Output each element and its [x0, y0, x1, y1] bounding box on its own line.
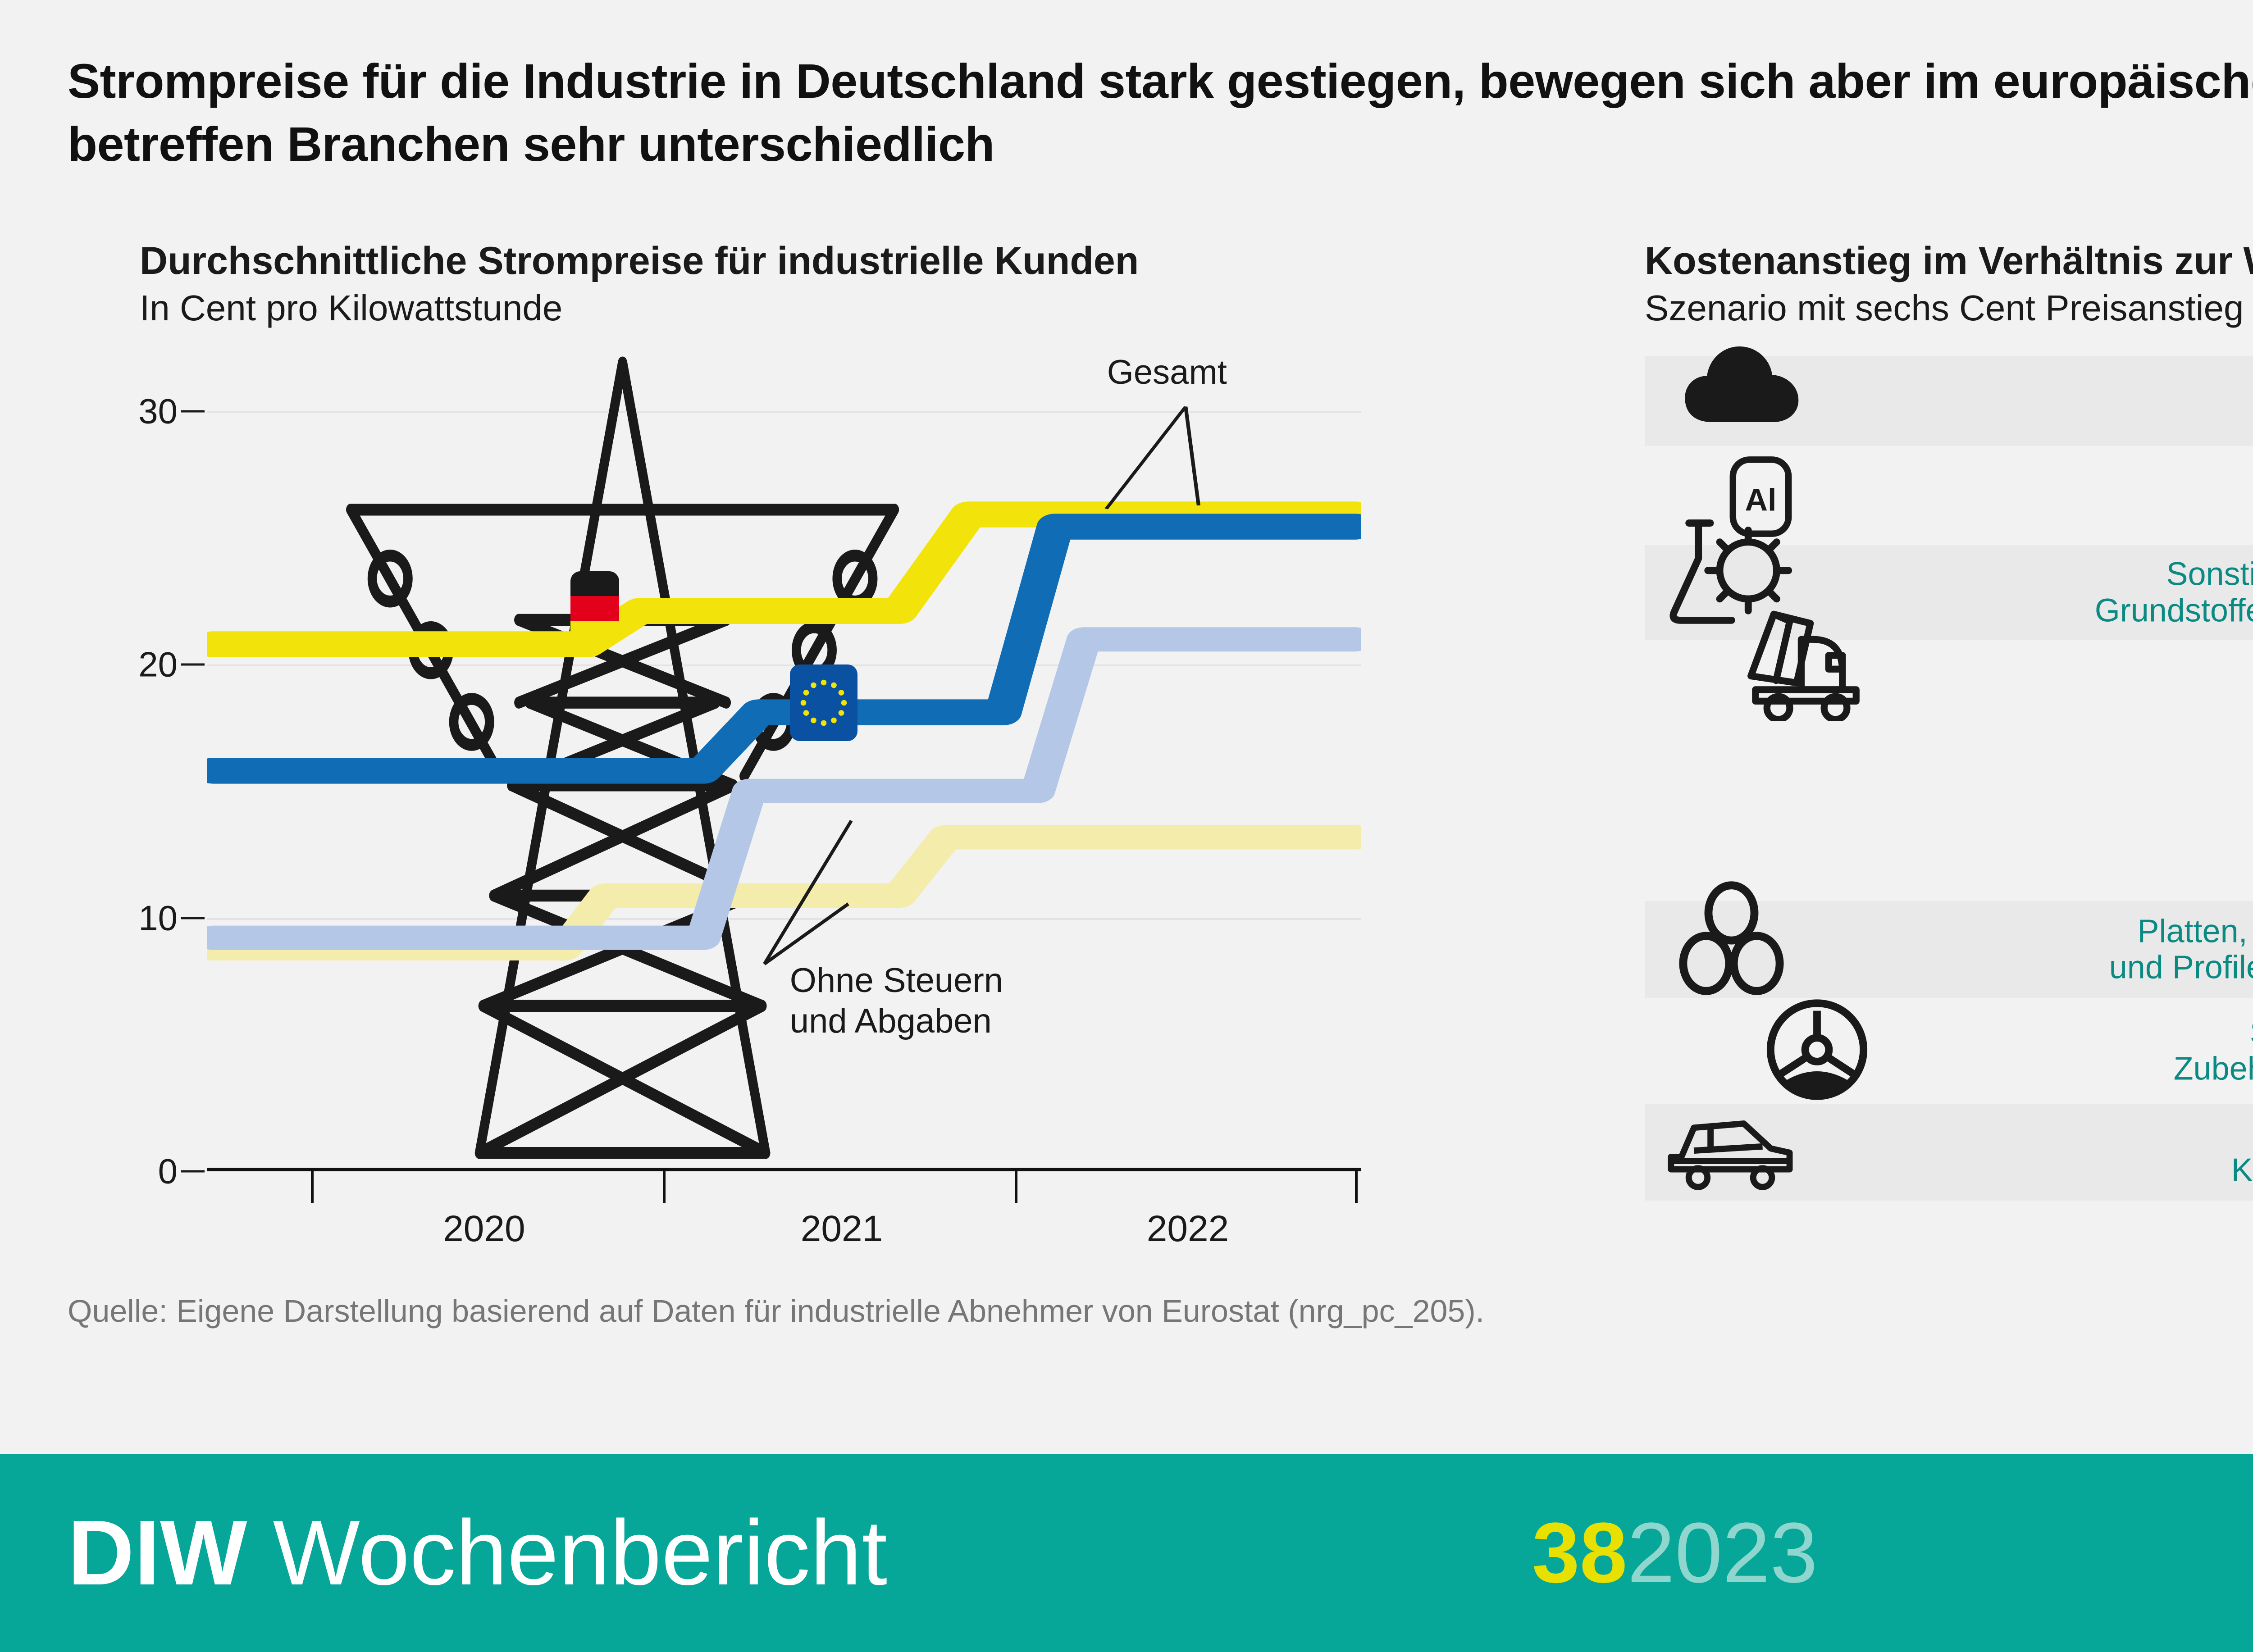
xtick-2020-start	[311, 1171, 314, 1203]
power-pylon-illustration	[346, 356, 899, 1159]
flask-icon	[1669, 519, 1792, 624]
aluminium-icon: Al	[1729, 456, 1792, 537]
table-row[interactable]: Platten, Folien, Schläuche und Profile a…	[1645, 881, 2253, 998]
row-label: Sonstige anorganischen Grundstoffe und C…	[2094, 556, 2253, 628]
ytick-dash-10	[181, 917, 205, 919]
gridline-30	[207, 411, 1361, 413]
footer-brand: DIW Wochenbericht	[68, 1500, 887, 1606]
ytick-dash-20	[181, 663, 205, 666]
x-axis-line	[207, 1168, 1361, 1171]
footer-brand-bold: DIW	[68, 1501, 247, 1604]
xtick-label-2022: 2022	[1146, 1208, 1229, 1249]
row-label: Zement	[1884, 671, 2253, 708]
gesamt-leader-line	[1104, 406, 1200, 510]
ytick-label-10: 10	[138, 898, 178, 937]
table-row[interactable]: Sonstige Teile und Zubehör für Kraftwage…	[1645, 999, 2253, 1100]
steering-wheel-icon	[1766, 999, 1868, 1100]
footer-brand-light: Wochenbericht	[247, 1501, 888, 1604]
row-stripe	[1645, 1104, 2253, 1201]
annotation-ohne-steuern: Ohne Steuern und Abgaben	[789, 961, 1003, 1040]
granules-icon	[1679, 881, 1784, 995]
issue-number: 38	[1532, 1505, 1628, 1601]
series-blue	[207, 514, 1361, 784]
xtick-end	[1355, 1171, 1358, 1203]
row-label: Industriegase	[1884, 383, 2253, 419]
ytick-dash-30	[181, 410, 205, 412]
xtick-label-2020: 2020	[443, 1208, 525, 1249]
page-title: Strompreise für die Industrie in Deutsch…	[68, 54, 2253, 172]
line-plot-area: 30 20 10 0	[138, 353, 1361, 1249]
xtick-2022-start	[1015, 1171, 1017, 1203]
car-icon	[1668, 1120, 1793, 1190]
cement-truck-icon	[1747, 610, 1860, 721]
issue-info: 382023	[1532, 1504, 1818, 1602]
ytick-label-0: 0	[158, 1151, 178, 1191]
table-row[interactable]: Industriegase +39,1%	[1645, 346, 2253, 446]
ohne-steuern-leader-line	[763, 819, 853, 965]
svg-text:Al: Al	[1745, 482, 1777, 517]
footer-bar: DIW Wochenbericht 382023 DIW BERLIN	[0, 1454, 2253, 1652]
right-chart-heading: Kostenanstieg im Verhältnis zur Wertschö…	[1645, 239, 2253, 282]
table-row[interactable]: Al Aluminium +14,7%	[1645, 451, 2253, 541]
series-light-blue	[207, 627, 1361, 950]
row-label: Platten, Folien, Schläuche und Profile a…	[2109, 913, 2253, 986]
series-yellow	[207, 501, 1361, 657]
table-row[interactable]: Sonstige anorganischen Grundstoffe und C…	[1645, 519, 2253, 640]
table-row[interactable]: Kraftwagen und Kraftwagenmotoren +0,4%	[1645, 1104, 2253, 1201]
ytick-label-20: 20	[138, 644, 178, 684]
ytick-label-30: 30	[138, 391, 178, 431]
annotation-gesamt: Gesamt	[1107, 353, 1227, 391]
gridline-10	[207, 918, 1361, 920]
row-label: Aluminium	[1884, 478, 2253, 514]
source-note: Quelle: Eigene Darstellung basierend auf…	[68, 1293, 1485, 1329]
price-step-lines	[207, 501, 1361, 960]
bar-chart-panel: Kostenanstieg im Verhältnis zur Wertschö…	[1645, 239, 2253, 1239]
right-chart-subheading: Szenario mit sechs Cent Preisanstieg pro…	[1645, 288, 2253, 328]
xtick-2021-start	[663, 1171, 666, 1203]
cloud-icon	[1685, 346, 1799, 422]
gridline-20	[207, 664, 1361, 666]
row-stripe	[1645, 545, 2253, 640]
german-flag-marker	[570, 571, 620, 646]
issue-year: 2023	[1627, 1505, 1818, 1601]
row-label: Kraftwagen und Kraftwagenmotoren	[2231, 1152, 2253, 1188]
table-row[interactable]: Zement +12,4%	[1645, 610, 2253, 734]
eu-flag-marker	[789, 664, 857, 741]
row-stripe	[1645, 901, 2253, 998]
left-chart-subheading: In Cent pro Kilowattstunde	[140, 288, 563, 328]
line-chart-panel: Durchschnittliche Strompreise für indust…	[68, 239, 1397, 1249]
row-label: Sonstige Teile und Zubehör für Kraftwage…	[2173, 1015, 2253, 1087]
left-chart-heading: Durchschnittliche Strompreise für indust…	[140, 239, 1139, 282]
xtick-label-2021: 2021	[800, 1208, 883, 1249]
ytick-dash-0	[181, 1170, 205, 1173]
